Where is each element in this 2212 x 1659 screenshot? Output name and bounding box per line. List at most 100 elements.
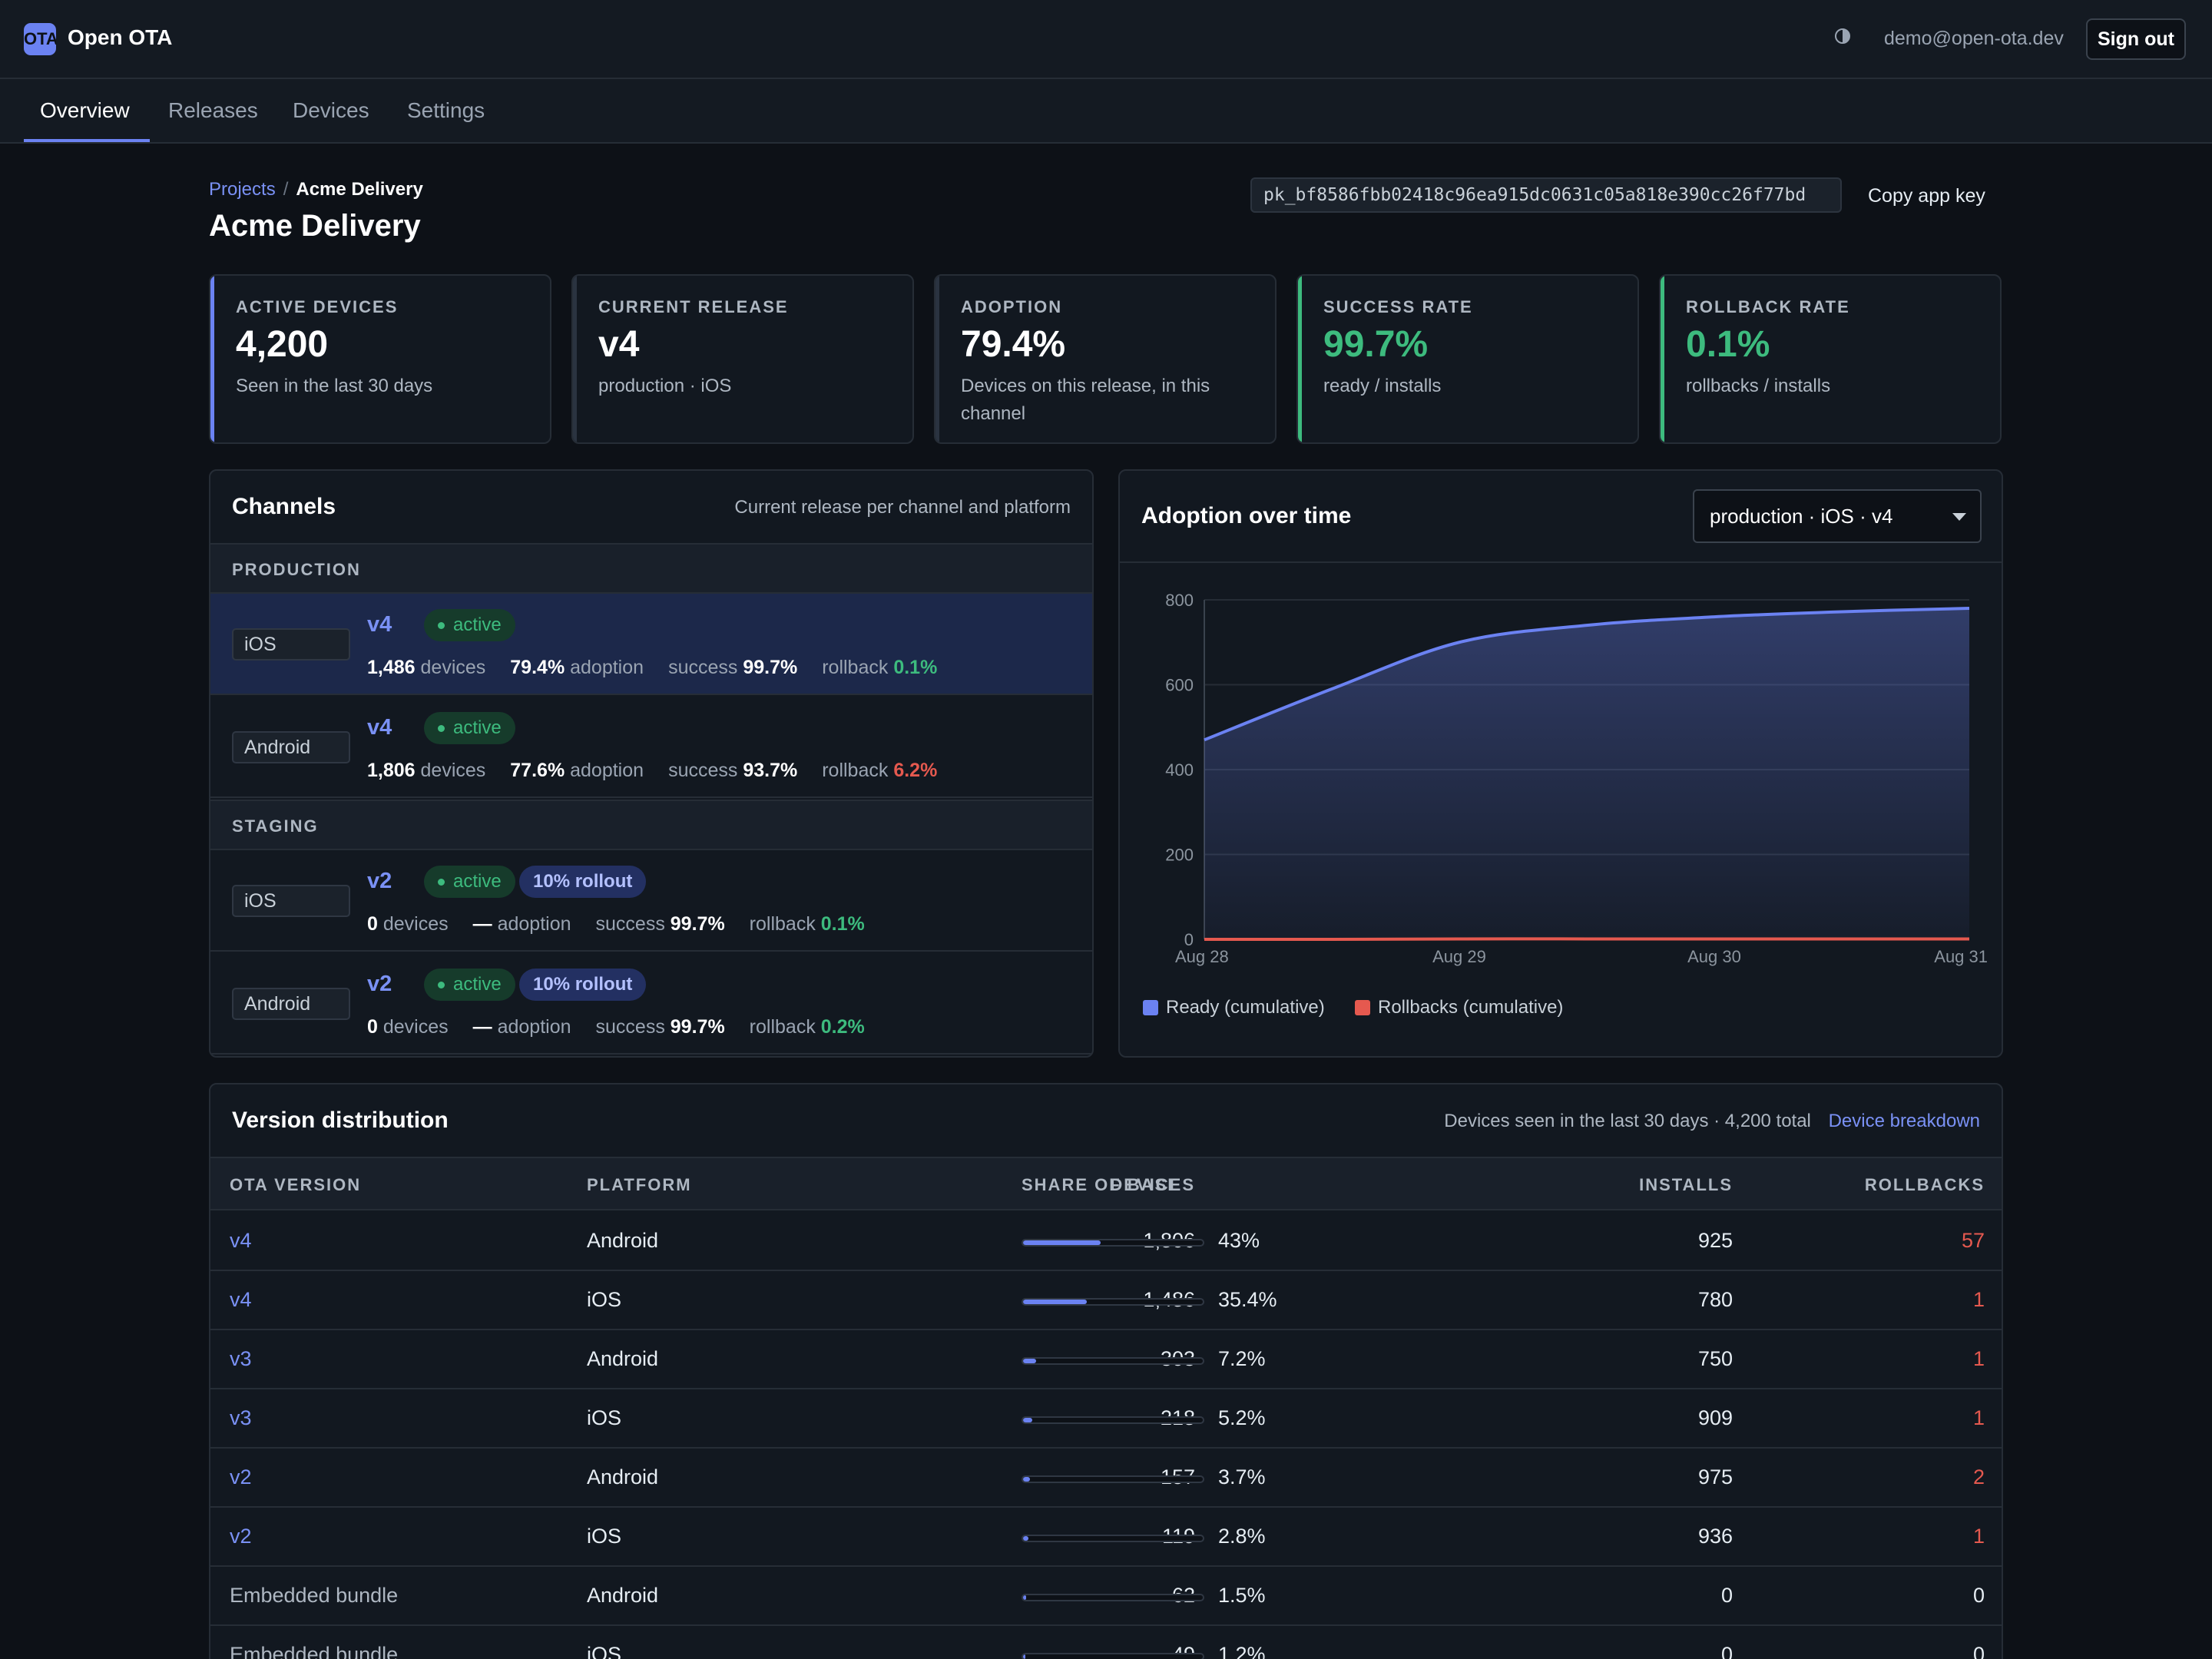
tab-devices[interactable]: Devices xyxy=(293,98,369,122)
device-breakdown-link[interactable]: Device breakdown xyxy=(1828,1111,1980,1131)
stat-card: ROLLBACK RATE 0.1% rollbacks / installs xyxy=(1659,274,2002,444)
stat-value: 99.7% xyxy=(1323,324,1429,365)
active-tab-indicator xyxy=(24,139,150,142)
column-devices[interactable]: DEVICES xyxy=(1110,1175,1195,1194)
main-nav: Overview Releases Devices Settings xyxy=(0,79,2212,144)
tab-releases[interactable]: Releases xyxy=(168,98,258,122)
ota-version-cell[interactable]: v3 xyxy=(230,1347,252,1370)
share-bar-fill xyxy=(1023,1536,1028,1541)
installs-cell: 0 xyxy=(1720,1584,1733,1607)
adoption-chart: 0 200 400 600 800 Aug 28 Aug 29 Aug 30 Aug 31 xyxy=(1165,591,1988,966)
status-label: active xyxy=(453,974,502,995)
platform-cell: iOS xyxy=(587,1406,622,1429)
channel-release-select[interactable]: production · iOS · v4 xyxy=(1693,489,1982,543)
version-distribution-count: Devices seen in the last 30 days · 4,200… xyxy=(1444,1111,1811,1131)
channels-subtitle: Current release per channel and platform xyxy=(734,497,1071,518)
ota-version-cell[interactable]: v4 xyxy=(230,1288,252,1311)
column-ota-version[interactable]: OTA VERSION xyxy=(230,1175,362,1194)
platform-badge: Android xyxy=(232,988,350,1020)
rollbacks-cell: 1 xyxy=(1972,1406,1985,1429)
stat-description: Devices on this release, in this channel xyxy=(961,376,1210,424)
success-value: 93.7% xyxy=(743,760,798,781)
table-row[interactable]: Embedded bundle iOS 49 1.2% 0 0 xyxy=(210,1626,2002,1659)
stat-description: ready / installs xyxy=(1323,376,1442,396)
share-bar xyxy=(1022,1298,1204,1306)
ota-version-cell[interactable]: v2 xyxy=(230,1465,252,1488)
x-tick-label: Aug 29 xyxy=(1432,947,1486,966)
adoption-label: adoption xyxy=(497,1016,571,1038)
column-platform[interactable]: PLATFORM xyxy=(587,1175,692,1194)
devices-label: devices xyxy=(382,913,449,935)
channel-row[interactable]: iOS v4 active 1,486 devices 79.4% adoption su… xyxy=(210,594,1092,695)
status-label: active xyxy=(453,614,502,635)
tab-settings[interactable]: Settings xyxy=(407,98,485,122)
share-bar-fill xyxy=(1023,1300,1087,1304)
success-label: success xyxy=(668,760,738,781)
app-key-field[interactable]: pk_bf8586fbb02418c96ea915dc0631c05a818e3… xyxy=(1250,177,1842,213)
channel-section-label: STAGING xyxy=(232,816,319,836)
channels-panel: Channels Current release per channel and… xyxy=(209,469,1094,1058)
installs-cell: 909 xyxy=(1697,1406,1733,1429)
column-share[interactable]: SHARE OF BASE xyxy=(1022,1175,1181,1194)
ota-version-cell[interactable]: v2 xyxy=(230,1525,252,1548)
release-version-link[interactable]: v2 xyxy=(367,972,392,996)
stat-card: CURRENT RELEASE v4 production · iOS xyxy=(571,274,914,444)
app-name[interactable]: Open OTA xyxy=(68,25,173,49)
success-value: 99.7% xyxy=(743,657,798,678)
theme-toggle-icon[interactable] xyxy=(1833,27,1852,45)
stat-label: CURRENT RELEASE xyxy=(598,297,789,316)
channel-metrics: 0 devices — adoption success 99.7% rollback… xyxy=(367,1016,865,1038)
installs-cell: 925 xyxy=(1697,1229,1733,1252)
rollbacks-cell: 1 xyxy=(1972,1288,1985,1311)
share-cell: 1.5% xyxy=(1218,1584,1266,1607)
status-dot-icon xyxy=(438,622,445,629)
platform-cell: Android xyxy=(587,1347,659,1370)
channel-row[interactable]: iOS v2 active 10% rollout 0 devices — adoptio… xyxy=(210,850,1092,952)
legend-ready: Ready (cumulative) xyxy=(1166,997,1325,1018)
installs-cell: 750 xyxy=(1697,1347,1733,1370)
share-bar xyxy=(1022,1416,1204,1424)
release-version-link[interactable]: v4 xyxy=(367,715,392,740)
share-cell: 3.7% xyxy=(1218,1465,1266,1488)
rollback-label: rollback xyxy=(749,1016,816,1038)
platform-badge: iOS xyxy=(232,628,350,661)
release-version-link[interactable]: v4 xyxy=(367,612,392,637)
rollbacks-cell: 0 xyxy=(1972,1584,1985,1607)
table-row[interactable]: Embedded bundleAndroid621.5%00 xyxy=(210,1567,2002,1626)
tab-overview[interactable]: Overview xyxy=(40,98,130,122)
platform-cell: iOS xyxy=(587,1643,622,1659)
ota-version-cell[interactable]: v3 xyxy=(230,1406,252,1429)
share-bar-fill xyxy=(1023,1359,1036,1363)
ota-version-cell[interactable]: v4 xyxy=(230,1229,252,1252)
stat-value: v4 xyxy=(598,324,640,365)
adoption-label: adoption xyxy=(570,657,644,678)
breadcrumb-projects-link[interactable]: Projects xyxy=(209,179,276,200)
status-label: active xyxy=(453,871,502,892)
app-logo[interactable]: OTA xyxy=(24,23,56,55)
channel-row[interactable]: Android v2 active 10% rollout 0 devices — ado… xyxy=(210,953,1092,1055)
sign-out-button[interactable]: Sign out xyxy=(2086,18,2186,60)
column-installs[interactable]: INSTALLS xyxy=(1639,1175,1733,1194)
devices-count: 0 xyxy=(367,1016,378,1038)
channel-row[interactable]: Android v4 active 1,806 devices 77.6% adopti… xyxy=(210,697,1092,798)
platform-cell: Android xyxy=(587,1465,659,1488)
rollback-label: rollback xyxy=(822,760,889,781)
table-header: OTA VERSION PLATFORM DEVICES SHARE OF BA… xyxy=(210,1157,2002,1210)
y-tick-label: 400 xyxy=(1165,760,1194,780)
installs-cell: 780 xyxy=(1697,1288,1733,1311)
version-distribution-panel: Version distribution Devices seen in the… xyxy=(209,1083,2003,1659)
copy-app-key-button[interactable]: Copy app key xyxy=(1868,185,1985,207)
rollback-value: 0.2% xyxy=(820,1016,865,1038)
adoption-label: adoption xyxy=(570,760,644,781)
release-version-link[interactable]: v2 xyxy=(367,869,392,893)
column-rollbacks[interactable]: ROLLBACKS xyxy=(1864,1175,1985,1194)
adoption-value: 77.6% xyxy=(510,760,565,781)
installs-cell: 936 xyxy=(1697,1525,1733,1548)
share-cell: 5.2% xyxy=(1218,1406,1266,1429)
